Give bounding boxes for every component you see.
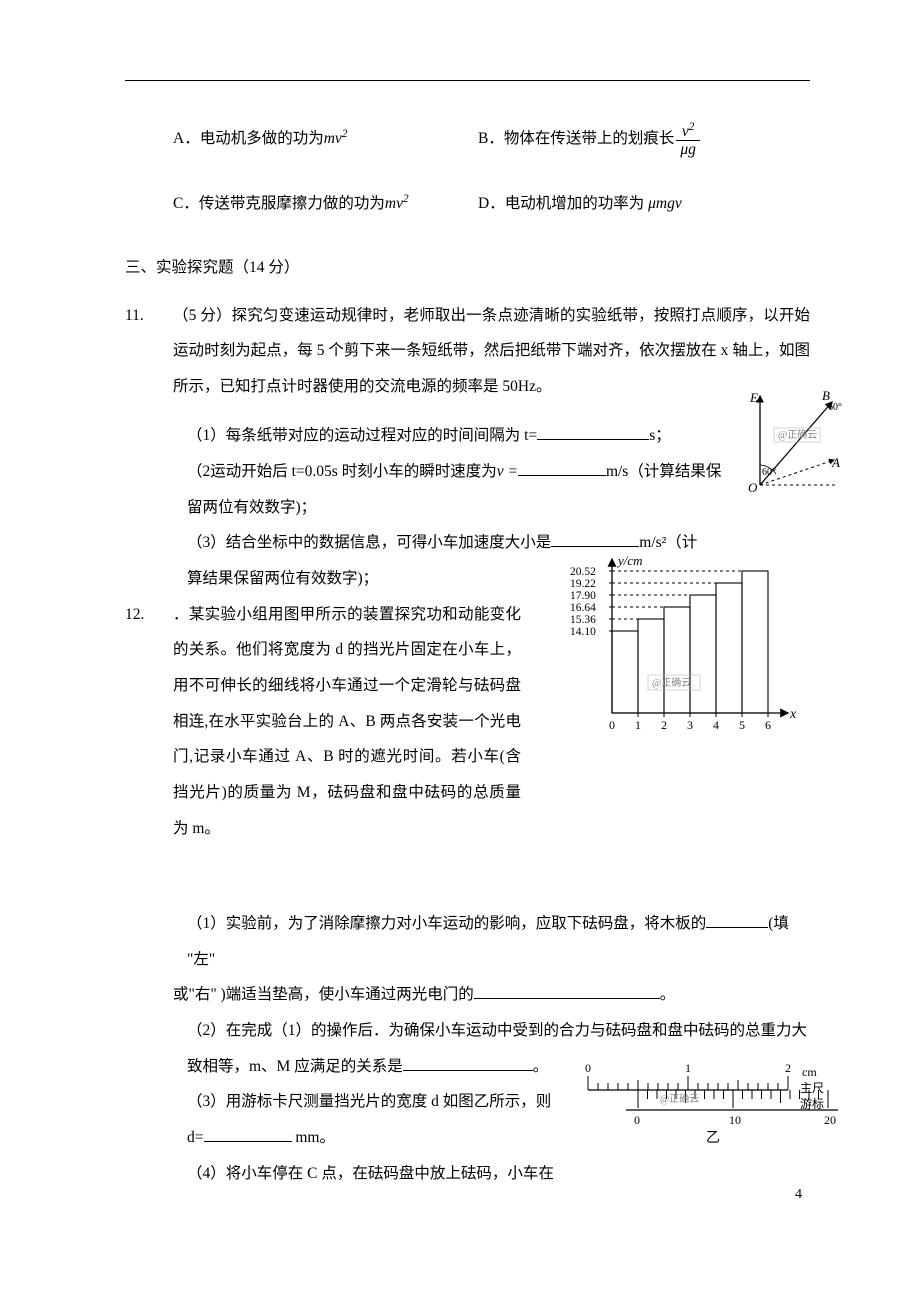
q12-p1-a: （1）实验前，为了消除摩擦力对小车运动的影响，应取下砝码盘，将木板的: [187, 915, 706, 932]
options-row-cd: C．传送带克服摩擦力做的功为mv2 D．电动机增加的功率为 μmgv: [173, 186, 810, 222]
svg-text:0: 0: [585, 1062, 591, 1075]
option-c: C．传送带克服摩擦力做的功为mv2: [173, 186, 478, 222]
svg-text:y/cm: y/cm: [616, 553, 643, 568]
q11-lead: （5 分）探究匀变速运动规律时，老师取出一条点迹清晰的实验纸带，按照打点顺序，以…: [173, 298, 810, 405]
q11-part1: （1）每条纸带对应的运动过程对应的时间间隔为 t= s；: [187, 418, 707, 454]
svg-text:4: 4: [713, 718, 719, 732]
option-d-text: 电动机增加的功率为: [505, 195, 645, 212]
blank: [518, 461, 606, 477]
fig1-wm: @正确云: [778, 428, 817, 441]
fig1-60a: 60°: [828, 402, 842, 413]
svg-text:17.90: 17.90: [570, 590, 596, 602]
blank: [551, 532, 639, 548]
svg-text:@正确云: @正确云: [660, 1092, 699, 1105]
q12-p3-a: （3）用游标卡尺测量挡光片的宽度 d 如图乙所示，则: [187, 1093, 551, 1110]
q12-number: 12.: [125, 597, 173, 1192]
vernier-svg: 0 1 2 cm 主尺 0 10 20游标 @正确云乙: [578, 1062, 838, 1152]
svg-text:2: 2: [661, 718, 667, 732]
option-a-math: mv2: [324, 130, 348, 147]
q11-p1-b: s；: [649, 427, 671, 444]
option-c-text: 传送带克服摩擦力做的功为: [199, 195, 385, 212]
q12-p4-a: （4）将小车停在 C 点，在砝码盘中放上砝码，小车在: [187, 1165, 554, 1182]
svg-text:20.52: 20.52: [570, 566, 596, 578]
q12-p3-b: d=: [187, 1129, 204, 1146]
svg-text:16.64: 16.64: [570, 602, 596, 614]
figure-vectors: E B 60° A 60° O @正确云: [732, 390, 844, 500]
svg-text:14.10: 14.10: [570, 626, 596, 638]
option-d-math: μmgv: [644, 195, 681, 212]
q12-p2-b: 。: [533, 1058, 549, 1075]
svg-text:6: 6: [765, 718, 771, 732]
svg-text:5: 5: [739, 718, 745, 732]
frac-num: v2: [676, 121, 700, 141]
svg-text:0: 0: [609, 718, 615, 732]
fig1-O: O: [748, 480, 758, 495]
options-row-ab: A．电动机多做的功为mv2 B．物体在传送带上的划痕长v2μg: [173, 121, 810, 158]
blank: [706, 913, 768, 929]
q12-p1-d: 或"右" )端适当垫高，使小车通过两光电门的: [173, 986, 474, 1003]
blank: [403, 1055, 533, 1071]
svg-text:x: x: [789, 707, 797, 722]
svg-text:15.36: 15.36: [570, 614, 596, 626]
option-c-math: mv2: [385, 195, 409, 212]
q12-part4: （4）将小车停在 C 点，在砝码盘中放上砝码，小车在: [187, 1156, 572, 1192]
svg-text:主尺: 主尺: [800, 1081, 824, 1095]
option-c-label: C．: [173, 195, 199, 212]
svg-text:乙: 乙: [706, 1130, 720, 1146]
fig1-E: E: [749, 390, 758, 405]
q12-part3: （3）用游标卡尺测量挡光片的宽度 d 如图乙所示，则 d= mm。: [187, 1084, 572, 1155]
svg-text:3: 3: [687, 718, 693, 732]
q11-body: （5 分）探究匀变速运动规律时，老师取出一条点迹清晰的实验纸带，按照打点顺序，以…: [173, 298, 810, 597]
q11-p3-a: （3）结合坐标中的数据信息，可得小车加速度大小是: [187, 534, 551, 551]
svg-text:10: 10: [729, 1113, 741, 1127]
fig1-60b: 60°: [762, 467, 776, 478]
svg-text:cm: cm: [802, 1065, 817, 1079]
q11-part2: （2运动开始后 t=0.05s 时刻小车的瞬时速度为v =m/s（计算结果保留两…: [187, 454, 727, 525]
q11-p2-v: v =: [497, 463, 518, 480]
figure-bar-chart: y/cm x 0 1 2 3 4 5 6 20.5219.2217.9016.6415.3614.…: [560, 553, 800, 754]
fig1-A: A: [831, 455, 840, 470]
option-b-label: B．: [478, 130, 504, 147]
option-b: B．物体在传送带上的划痕长v2μg: [478, 121, 702, 158]
blank: [204, 1126, 292, 1142]
option-b-frac: v2μg: [676, 121, 700, 158]
question-11: 11. （5 分）探究匀变速运动规律时，老师取出一条点迹清晰的实验纸带，按照打点…: [125, 298, 810, 597]
bar-chart-svg: y/cm x 0 1 2 3 4 5 6 20.5219.2217.9016.6415.3614.…: [560, 553, 800, 743]
figure-vectors-svg: E B 60° A 60° O @正确云: [732, 390, 844, 500]
blank: [537, 425, 649, 441]
q11-p1-a: （1）每条纸带对应的运动过程对应的时间间隔为 t=: [187, 427, 537, 444]
section-3-title: 三、实验探究题（14 分）: [125, 250, 810, 286]
option-b-text: 物体在传送带上的划痕长: [504, 130, 675, 147]
svg-text:19.22: 19.22: [570, 578, 596, 590]
option-a-label: A．: [173, 130, 200, 147]
q12-part1: （1）实验前，为了消除摩擦力对小车运动的影响，应取下砝码盘，将木板的 (填: [187, 906, 810, 942]
svg-text:20: 20: [824, 1113, 836, 1127]
svg-text:2: 2: [785, 1062, 791, 1075]
page-container: A．电动机多做的功为mv2 B．物体在传送带上的划痕长v2μg C．传送带克服摩…: [0, 0, 920, 1251]
option-d-label: D．: [478, 195, 505, 212]
q12-p1-b: (填: [768, 915, 789, 932]
svg-text:0: 0: [634, 1113, 640, 1127]
top-divider: [125, 80, 810, 81]
q12-p1-e: 。: [660, 986, 676, 1003]
q12-lead: ．某实验小组用图甲所示的装置探究功和动能变化的关系。他们将宽度为 d 的挡光片固…: [173, 597, 521, 846]
svg-text:@正确云: @正确云: [652, 676, 691, 689]
option-a: A．电动机多做的功为mv2: [173, 121, 478, 158]
blank: [474, 984, 660, 1000]
svg-text:游标: 游标: [800, 1097, 824, 1111]
page-number: 4: [795, 1179, 802, 1211]
frac-den: μg: [676, 141, 700, 158]
q12-p1-de: 或"右" )端适当垫高，使小车通过两光电门的 。: [173, 977, 810, 1013]
svg-text:1: 1: [635, 718, 641, 732]
figure-vernier: 0 1 2 cm 主尺 0 10 20游标 @正确云乙: [578, 1062, 838, 1163]
q11-p2-a: （2运动开始后 t=0.05s 时刻小车的瞬时速度为: [187, 463, 497, 480]
option-a-text: 电动机多做的功为: [200, 130, 324, 147]
svg-text:1: 1: [685, 1062, 691, 1075]
q11-number: 11.: [125, 298, 173, 597]
option-d: D．电动机增加的功率为 μmgv: [478, 186, 682, 222]
q12-p3-c: mm。: [292, 1129, 336, 1146]
q12-p1-c: "左": [187, 942, 810, 978]
